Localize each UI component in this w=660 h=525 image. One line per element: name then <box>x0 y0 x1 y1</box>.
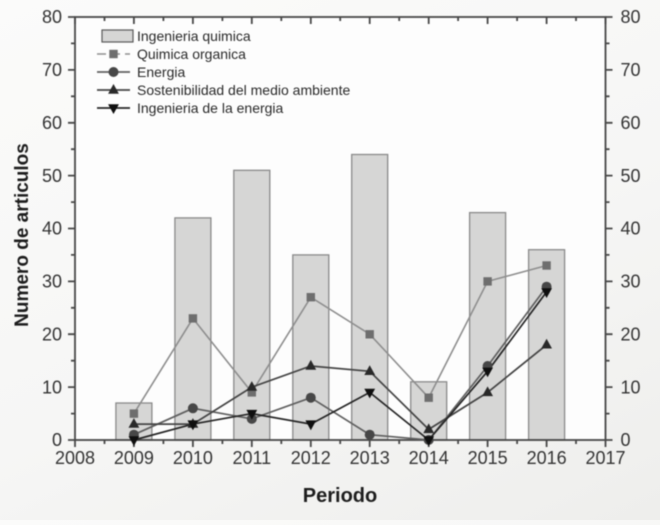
svg-text:2015: 2015 <box>468 448 508 468</box>
svg-text:60: 60 <box>42 113 62 133</box>
svg-text:30: 30 <box>42 272 62 292</box>
svg-text:Numero de articulos: Numero de articulos <box>12 143 33 327</box>
svg-text:Energia: Energia <box>137 64 185 80</box>
svg-text:0: 0 <box>52 430 62 450</box>
svg-text:40: 40 <box>42 219 62 239</box>
svg-text:2017: 2017 <box>585 448 625 468</box>
svg-text:2008: 2008 <box>55 448 95 468</box>
svg-text:50: 50 <box>621 166 641 186</box>
svg-text:Sostenibilidad del medio ambie: Sostenibilidad del medio ambiente <box>137 82 350 98</box>
svg-text:2016: 2016 <box>527 448 567 468</box>
svg-text:2013: 2013 <box>350 448 390 468</box>
svg-text:20: 20 <box>621 324 641 344</box>
svg-text:60: 60 <box>621 113 641 133</box>
svg-text:50: 50 <box>42 166 62 186</box>
svg-text:2011: 2011 <box>232 448 271 468</box>
svg-text:80: 80 <box>42 7 62 27</box>
svg-text:10: 10 <box>621 377 641 397</box>
svg-text:2012: 2012 <box>291 448 331 468</box>
svg-text:Quimica organica: Quimica organica <box>137 46 246 62</box>
svg-text:Periodo: Periodo <box>303 485 377 507</box>
svg-text:2014: 2014 <box>409 448 449 468</box>
svg-text:Ingenieria de la energia: Ingenieria de la energia <box>137 100 284 116</box>
svg-text:40: 40 <box>621 219 641 239</box>
svg-text:80: 80 <box>621 7 641 27</box>
svg-text:2010: 2010 <box>173 448 213 468</box>
svg-text:20: 20 <box>42 324 62 344</box>
svg-text:10: 10 <box>42 377 62 397</box>
svg-text:70: 70 <box>621 60 641 80</box>
svg-text:30: 30 <box>621 272 641 292</box>
svg-text:70: 70 <box>42 60 62 80</box>
svg-text:Ingenieria quimica: Ingenieria quimica <box>137 28 251 44</box>
svg-text:2009: 2009 <box>114 448 154 468</box>
svg-text:0: 0 <box>621 430 631 450</box>
